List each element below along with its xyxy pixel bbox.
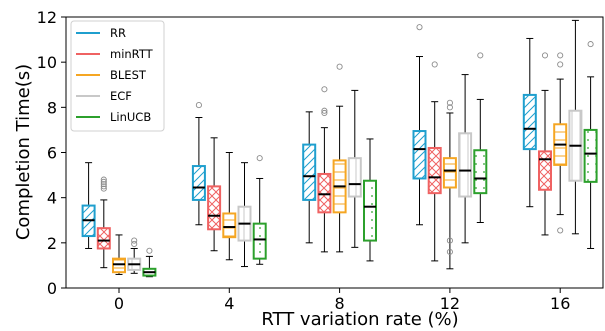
legend: RR minRTT BLEST ECF LinUCB (70, 20, 165, 132)
box-rr-0 (81, 162, 96, 249)
box-minrtt-0 (96, 176, 111, 269)
box-body (427, 146, 442, 195)
box-body (412, 130, 427, 180)
box-body (458, 132, 473, 198)
outlier-point (446, 99, 453, 106)
outlier-point (195, 102, 202, 109)
x-tick-label: 8 (335, 294, 345, 313)
outlier-point (446, 248, 453, 255)
box-linucb-16 (583, 41, 598, 249)
axes: 0 2 4 6 8 10 12 0 4 8 12 16 (37, 8, 604, 313)
box-minrtt-4 (207, 137, 222, 252)
outlier-point (100, 176, 107, 183)
outlier-point (477, 52, 484, 59)
box-linucb-0 (142, 247, 157, 278)
box-ecf-16 (568, 19, 583, 235)
y-tick-label: 10 (37, 53, 57, 72)
legend-label: BLEST (110, 68, 147, 82)
box-ecf-0 (127, 237, 142, 274)
box-linucb-12 (473, 52, 488, 224)
outlier-point (131, 240, 138, 248)
legend-label: minRTT (110, 47, 154, 61)
outlier-point (587, 41, 594, 48)
outlier-point (446, 104, 453, 111)
box-ecf-4 (237, 162, 252, 268)
y-tick-label: 6 (47, 144, 57, 163)
box-blest-8 (332, 63, 347, 253)
y-tick-label: 8 (47, 98, 57, 117)
legend-item-linucb: LinUCB (76, 110, 151, 124)
y-axis-label: Completion Time(s) (13, 64, 34, 240)
outlier-point (446, 237, 453, 244)
box-linucb-8 (363, 138, 377, 262)
box-rr-16 (522, 37, 537, 208)
outlier-point (131, 237, 138, 244)
legend-label: RR (110, 26, 126, 40)
box-body (363, 179, 377, 242)
y-tick-label: 2 (47, 234, 57, 253)
box-body (112, 257, 126, 274)
box-minrtt-8 (317, 86, 332, 253)
legend-item-ecf: ECF (76, 89, 132, 103)
outlier-point (336, 63, 343, 70)
box-body (522, 93, 537, 151)
box-body (347, 157, 362, 198)
box-blest-4 (222, 152, 237, 261)
outlier-point (100, 185, 107, 192)
box-body (191, 165, 206, 201)
box-body (473, 149, 488, 195)
box-minrtt-16 (538, 52, 552, 236)
box-body (442, 157, 457, 189)
outlier-point (416, 24, 423, 31)
x-tick-label: 0 (114, 294, 124, 313)
box-body (222, 212, 237, 239)
outlier-point (100, 181, 107, 188)
outlier-point (100, 178, 107, 185)
box-minrtt-12 (427, 61, 442, 262)
y-tick-label: 0 (47, 279, 57, 298)
x-tick-label: 12 (440, 294, 460, 313)
outlier-point (256, 155, 263, 162)
box-blest-16 (553, 52, 568, 234)
box-body (96, 227, 111, 250)
x-axis-label: RTT variation rate (%) (261, 309, 458, 330)
box-rr-8 (302, 111, 317, 244)
box-body (252, 222, 267, 260)
box-ecf-12 (458, 74, 473, 244)
x-tick-label: 4 (224, 294, 234, 313)
outlier-point (557, 61, 564, 68)
y-tick-label: 4 (47, 189, 57, 208)
box-body (317, 172, 332, 214)
box-series-layer (81, 19, 598, 278)
box-body (583, 128, 598, 183)
outlier-point (431, 61, 438, 68)
box-rr-12 (412, 24, 427, 226)
outlier-point (146, 247, 153, 254)
outlier-point (321, 107, 328, 114)
outlier-point (321, 109, 328, 117)
box-blest-12 (442, 99, 457, 270)
legend-item-minrtt: minRTT (76, 47, 154, 61)
outlier-point (321, 86, 328, 93)
outlier-point (557, 227, 564, 234)
box-ecf-8 (347, 89, 362, 248)
outlier-point (541, 52, 549, 59)
box-body (207, 185, 222, 231)
legend-item-rr: RR (76, 26, 126, 40)
legend-box (70, 20, 165, 132)
box-rr-4 (191, 102, 206, 226)
legend-label: ECF (110, 89, 132, 103)
legend-label: LinUCB (110, 110, 151, 124)
box-body (302, 143, 317, 201)
x-tick-label: 16 (550, 294, 570, 313)
outlier-point (100, 183, 107, 190)
y-tick-label: 12 (37, 8, 57, 27)
outlier-point (557, 52, 564, 59)
legend-item-blest: BLEST (76, 68, 147, 82)
box-blest-0 (112, 234, 126, 275)
box-body (538, 150, 552, 191)
box-linucb-4 (252, 155, 267, 265)
